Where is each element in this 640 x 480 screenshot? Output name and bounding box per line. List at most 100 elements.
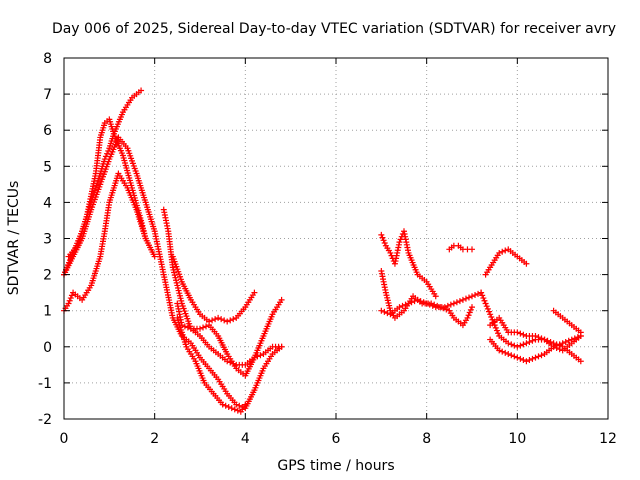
data-point: [499, 348, 506, 355]
series-arc-11: [378, 267, 475, 329]
data-point: [209, 317, 216, 324]
data-point: [514, 329, 521, 336]
x-tick-label: 6: [332, 431, 341, 447]
data-point: [224, 318, 231, 325]
y-tick-label: 7: [43, 87, 52, 103]
data-point: [479, 292, 486, 299]
data-point: [486, 308, 492, 315]
x-tick-label: 10: [508, 431, 526, 447]
data-point: [469, 304, 475, 311]
data-point: [496, 249, 503, 256]
data-point: [381, 308, 388, 315]
data-point: [517, 342, 524, 349]
x-tick-label: 0: [60, 431, 69, 447]
data-point: [484, 305, 491, 312]
data-point: [469, 246, 475, 253]
data-point: [478, 289, 485, 296]
data-point: [535, 334, 542, 341]
data-point: [432, 293, 439, 300]
y-tick-label: 5: [43, 159, 52, 175]
data-point: [529, 355, 536, 362]
data-point: [434, 302, 441, 309]
data-point: [212, 316, 219, 323]
data-point: [493, 327, 500, 334]
data-point: [553, 345, 560, 352]
data-point: [68, 292, 75, 299]
data-point: [514, 354, 521, 361]
data-point: [505, 351, 512, 358]
data-point: [502, 247, 509, 254]
y-tick-label: 6: [43, 123, 52, 139]
data-point: [184, 324, 191, 331]
data-point: [230, 316, 237, 323]
data-point: [278, 296, 285, 303]
data-point: [490, 319, 497, 326]
data-point: [450, 300, 457, 307]
chart-title: Day 006 of 2025, Sidereal Day-to-day VTE…: [52, 21, 616, 37]
series-arc-12: [446, 242, 475, 253]
data-point: [222, 402, 229, 409]
data-point: [257, 352, 264, 359]
series-arc-17: [550, 307, 584, 336]
data-point: [428, 300, 435, 307]
data-point: [444, 302, 451, 309]
data-point: [502, 349, 509, 356]
y-tick-label: 0: [43, 340, 52, 356]
data-point: [215, 314, 222, 321]
y-tick-label: 1: [43, 304, 52, 320]
series-arc-15: [487, 332, 584, 365]
data-point: [523, 358, 530, 365]
y-tick-label: -2: [38, 412, 52, 428]
data-point: [459, 296, 466, 303]
x-tick-label: 8: [422, 431, 431, 447]
data-point: [397, 236, 404, 243]
y-tick-label: 3: [43, 232, 52, 248]
data-point: [431, 301, 438, 308]
data-point: [278, 343, 285, 350]
data-point: [505, 340, 512, 347]
data-point: [508, 352, 515, 359]
y-tick-label: 4: [43, 195, 52, 211]
data-point: [475, 290, 482, 297]
data-point: [520, 331, 527, 338]
data-point: [228, 405, 235, 412]
data-point: [538, 335, 545, 342]
data-point: [481, 297, 488, 304]
data-point: [151, 253, 158, 260]
data-point: [487, 311, 494, 318]
data-point: [380, 237, 387, 244]
grid-layer: [64, 58, 608, 419]
data-point: [495, 330, 502, 337]
data-point: [488, 314, 495, 321]
data-point: [233, 401, 240, 408]
data-point: [236, 402, 243, 409]
data-point: [378, 231, 385, 238]
data-point: [465, 294, 472, 301]
data-point: [532, 332, 539, 339]
data-point: [556, 346, 563, 353]
y-tick-label: -1: [38, 376, 52, 392]
data-point: [559, 340, 566, 347]
data-point: [378, 307, 385, 314]
data-point: [251, 289, 258, 296]
data-point: [437, 304, 444, 311]
data-point: [104, 150, 111, 157]
data-point: [535, 353, 542, 360]
data-point: [492, 324, 499, 331]
data-point: [67, 295, 74, 302]
data-point: [453, 299, 460, 306]
data-point: [465, 312, 472, 319]
data-point: [381, 240, 388, 247]
x-axis-label: GPS time / hours: [277, 458, 394, 474]
series-arc-7: [174, 296, 285, 379]
data-point: [219, 401, 226, 408]
y-axis-label: SDTVAR / TECUs: [6, 181, 22, 296]
x-tick-label: 4: [241, 431, 250, 447]
data-point: [234, 407, 241, 414]
series-arc-4: [61, 134, 285, 412]
data-point: [242, 401, 249, 408]
data-point: [467, 306, 474, 313]
data-point: [218, 316, 225, 323]
data-point: [526, 338, 533, 345]
